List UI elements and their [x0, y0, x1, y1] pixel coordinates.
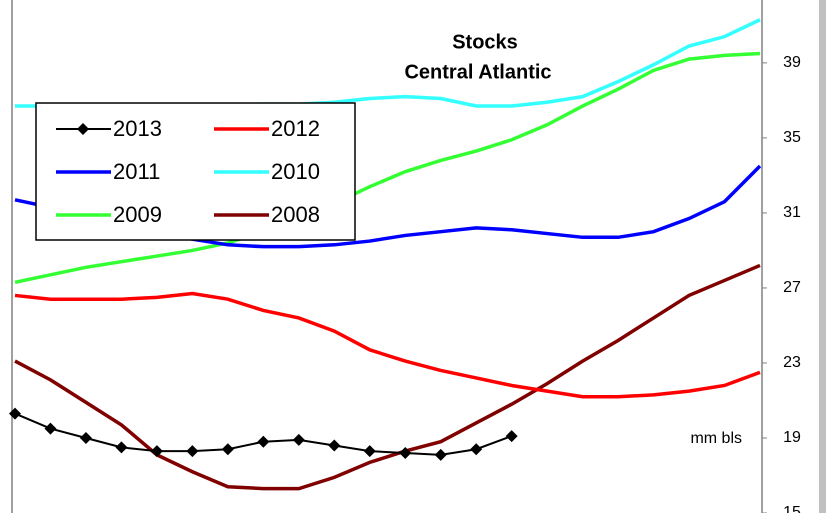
legend-label: 2008 — [271, 202, 320, 227]
point-marker — [115, 441, 128, 454]
y-tick-label: 15 — [783, 504, 801, 513]
point-marker — [292, 433, 305, 446]
point-marker — [470, 443, 483, 456]
point-marker — [79, 431, 92, 444]
point-marker — [9, 407, 21, 420]
legend-label: 2011 — [113, 159, 160, 184]
y-tick-label: 31 — [783, 204, 801, 221]
series-line — [14, 263, 761, 491]
chart-subtitle: Central Atlantic — [404, 61, 551, 83]
point-marker — [399, 446, 412, 459]
point-marker — [505, 430, 518, 443]
legend-marker — [77, 123, 89, 135]
point-marker — [363, 445, 376, 458]
y-tick-label: 23 — [783, 354, 801, 371]
y-tick-label: 27 — [783, 279, 801, 296]
y-tick-label: 39 — [783, 54, 801, 71]
point-marker — [221, 443, 234, 456]
frame-edge — [819, 0, 826, 513]
legend-label: 2010 — [271, 159, 320, 184]
y-tick-label: 35 — [783, 129, 801, 146]
series-line — [14, 291, 761, 399]
point-marker — [44, 422, 57, 435]
left-margin — [0, 0, 12, 513]
point-marker — [257, 435, 270, 448]
annotation: mm bls — [690, 430, 742, 447]
legend-label: 2012 — [271, 116, 320, 141]
point-marker — [186, 445, 199, 458]
series-line — [14, 51, 761, 285]
point-marker — [328, 439, 341, 452]
y-tick-label: 19 — [783, 429, 801, 446]
legend-label: 2013 — [113, 116, 162, 141]
point-marker — [434, 448, 447, 461]
legend-label: 2009 — [113, 202, 162, 227]
point-marker — [150, 445, 163, 458]
chart-title: Stocks — [452, 31, 518, 53]
